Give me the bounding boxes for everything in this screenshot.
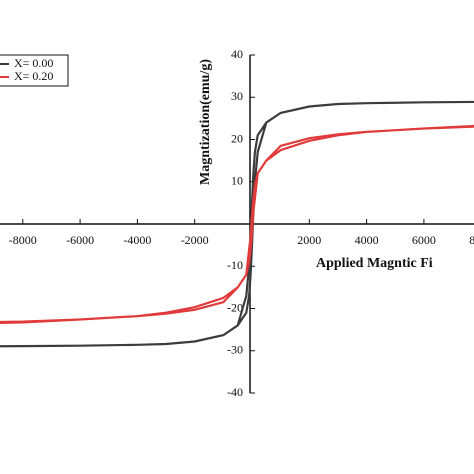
- x-tick-label: -8000: [9, 233, 37, 247]
- y-tick-label: 10: [231, 174, 243, 188]
- x-tick-label: -4000: [123, 233, 151, 247]
- x-tick-label: 4000: [355, 233, 379, 247]
- y-tick-label: 30: [231, 89, 243, 103]
- x-tick-label: 6000: [412, 233, 436, 247]
- y-tick-label: 40: [231, 47, 243, 61]
- legend-label: X= 0.00: [14, 56, 53, 70]
- y-axis-label: Magntization(emu/g): [198, 59, 213, 185]
- x-tick-label: -6000: [66, 233, 94, 247]
- legend-box: [0, 54, 69, 87]
- y-tick-label: 20: [231, 131, 243, 145]
- loop-line: [0, 124, 474, 325]
- y-tick-label: -40: [227, 385, 243, 399]
- loop-line: [0, 100, 474, 348]
- x-axis-label: Applied Magntic Fi: [316, 256, 433, 271]
- x-tick-label: -2000: [181, 233, 209, 247]
- x-tick-label: 2000: [297, 233, 321, 247]
- legend-label: X= 0.20: [14, 69, 53, 83]
- y-tick-label: -30: [227, 343, 243, 357]
- y-tick-label: -20: [227, 300, 243, 314]
- x-tick-label: 8000: [469, 233, 474, 247]
- y-tick-label: -10: [227, 258, 243, 272]
